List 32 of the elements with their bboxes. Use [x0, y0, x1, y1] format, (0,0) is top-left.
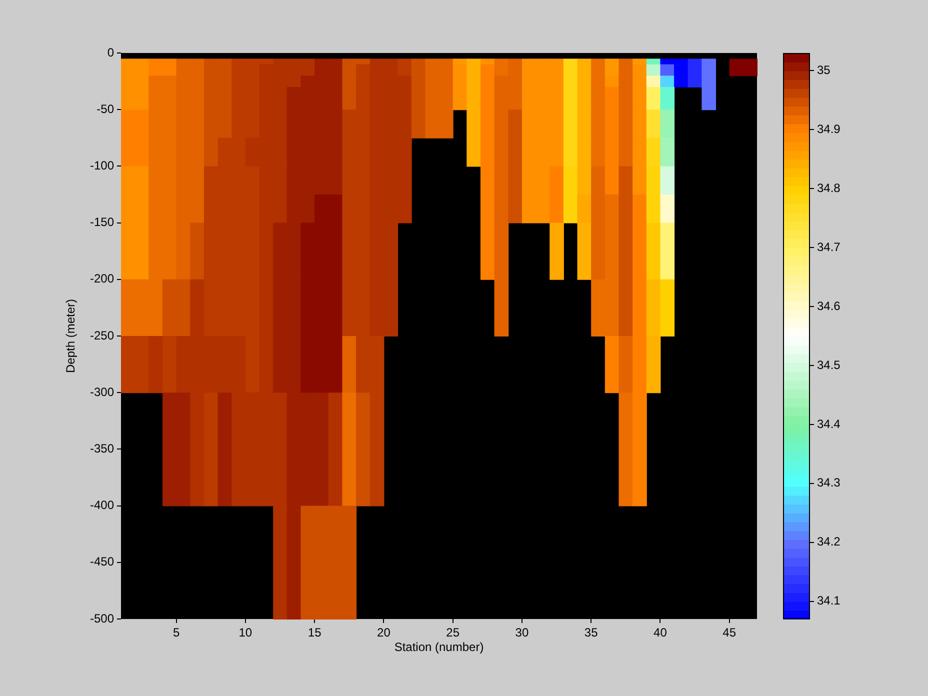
- y-tick-label: -150: [90, 215, 114, 230]
- y-tick-label: -200: [90, 272, 114, 286]
- y-tick-label: 0: [107, 45, 114, 60]
- x-tick-label: 15: [308, 626, 322, 640]
- y-tick-label: -100: [90, 158, 114, 173]
- y-tick-label: -450: [90, 554, 114, 569]
- color-bar-label: 34.5: [817, 358, 841, 372]
- y-tick-label: -400: [90, 498, 114, 512]
- x-tick-label: 35: [584, 626, 598, 640]
- x-tick-label: 5: [172, 626, 180, 640]
- color-bar-label: 35: [817, 63, 831, 77]
- y-tick-label: -500: [90, 611, 114, 626]
- x-tick-label: 40: [654, 626, 668, 640]
- y-tick-label: -250: [90, 328, 114, 342]
- x-tick-label: 30: [515, 626, 529, 640]
- y-tick-label: -50: [96, 102, 114, 116]
- x-tick-label: 25: [446, 626, 460, 640]
- color-bar-label: 34.8: [817, 180, 841, 195]
- x-tick-label: 10: [238, 626, 252, 640]
- color-bar-label: 34.4: [817, 416, 841, 431]
- y-tick-label: -300: [90, 384, 114, 399]
- color-bar-label: 34.2: [817, 534, 841, 549]
- color-bar-label: 34.6: [817, 298, 841, 313]
- y-axis-title: Depth (meter): [64, 298, 78, 374]
- color-bar-label: 34.9: [817, 122, 841, 136]
- x-axis-title: Station (number): [394, 640, 484, 654]
- color-bar-label: 34.3: [817, 476, 841, 490]
- x-tick-label: 45: [722, 626, 736, 640]
- x-tick-label: 20: [377, 626, 391, 640]
- color-bar-label: 34.7: [817, 240, 841, 254]
- color-bar-label: 34.1: [817, 594, 841, 608]
- y-tick-label: -350: [90, 442, 114, 456]
